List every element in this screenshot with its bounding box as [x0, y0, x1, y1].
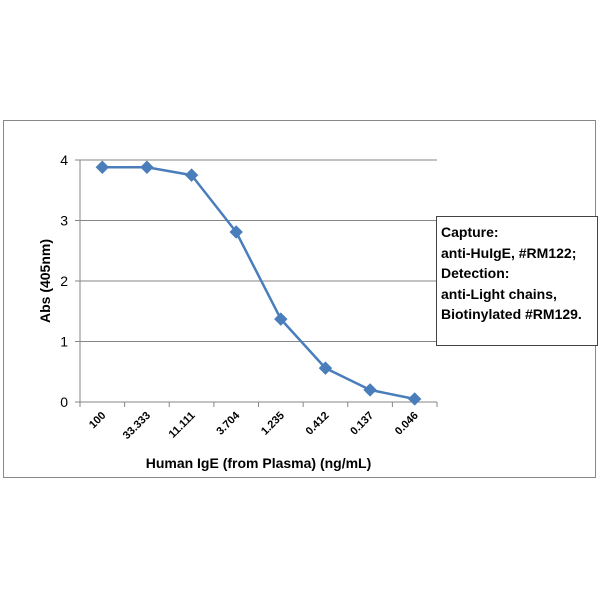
x-tick-label-33.333: 33.333	[121, 410, 153, 442]
annotation-line-detection-antibody: anti-Light chains,	[441, 285, 557, 302]
y-tick-label-1: 1	[60, 334, 68, 350]
x-tick-label-1.235: 1.235	[259, 410, 287, 438]
x-tick-label-0.046: 0.046	[393, 410, 421, 438]
x-tick-label-11.111: 11.111	[167, 410, 198, 441]
data-point-0.137	[363, 383, 377, 397]
y-tick-label-3: 3	[60, 213, 68, 229]
data-point-0.412	[318, 361, 333, 375]
data-point-33.333	[140, 160, 154, 174]
annotation-line-detection: Detection:	[441, 265, 510, 281]
x-tick-label-3.704: 3.704	[214, 409, 243, 438]
x-tick-label-0.412: 0.412	[304, 410, 332, 438]
data-point-1.235	[274, 312, 288, 326]
annotation-line-biotinylated: Biotinylated #RM129.	[441, 306, 582, 322]
y-axis-title: Abs (405nm)	[37, 239, 53, 323]
annotation-line-capture-antibody: anti-HuIgE, #RM122;	[441, 244, 577, 261]
x-tick-label-0.137: 0.137	[348, 410, 376, 438]
data-point-3.704	[229, 225, 243, 239]
y-tick-label-2: 2	[60, 273, 68, 289]
y-tick-label-4: 4	[60, 152, 68, 168]
data-point-0.046	[407, 392, 422, 406]
data-point-100	[95, 160, 110, 174]
annotation-line-capture: Capture:	[441, 224, 499, 240]
x-tick-label-100: 100	[87, 410, 108, 431]
x-axis-title: Human IgE (from Plasma) (ng/mL)	[146, 455, 372, 471]
data-point-11.111	[184, 168, 199, 182]
annotation-box: Capture: anti-HuIgE, #RM122; Detection: …	[436, 216, 598, 346]
y-tick-label-0: 0	[60, 394, 68, 410]
series-line-0	[102, 166, 415, 401]
